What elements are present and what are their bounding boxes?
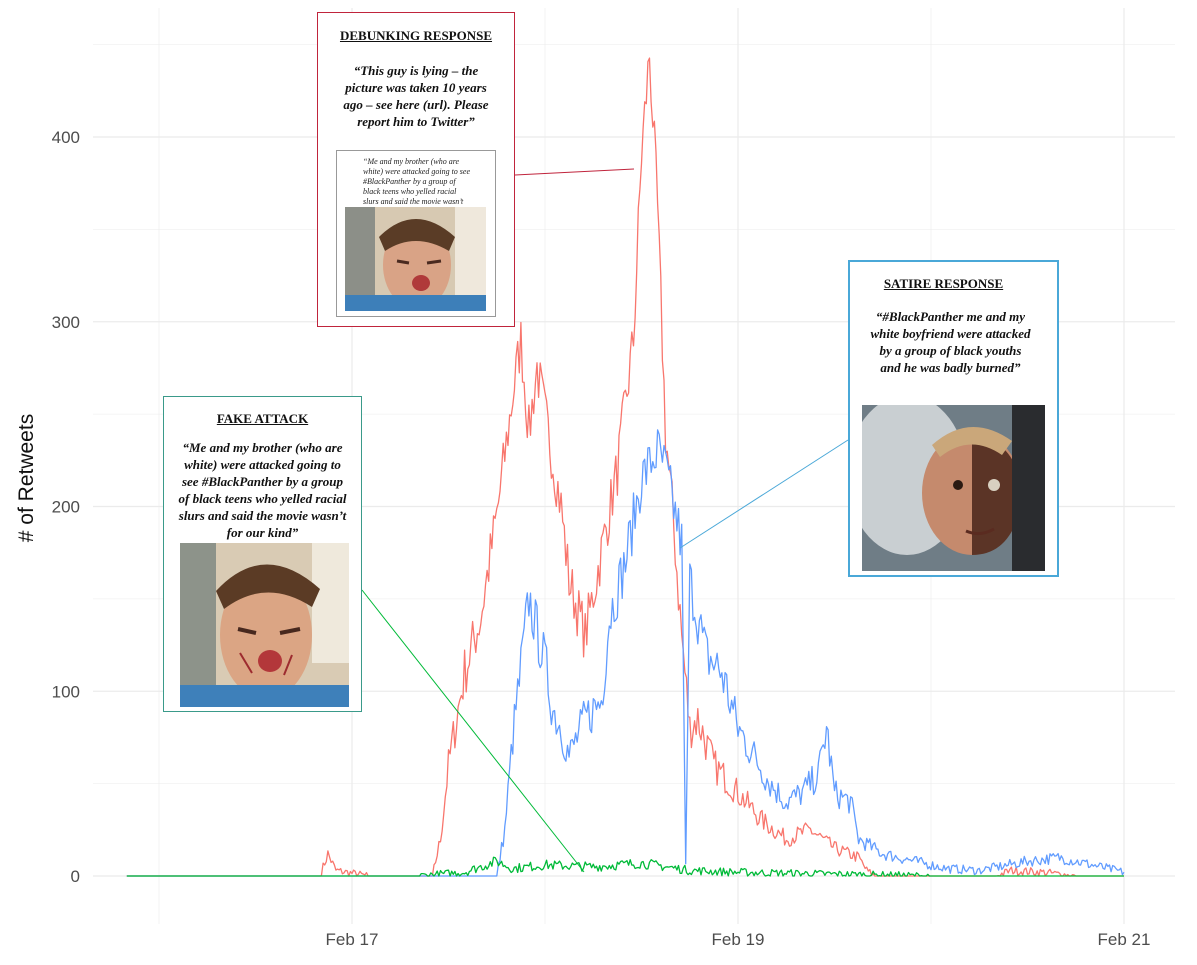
satire-quote: “#BlackPanther me and my white boyfriend… [870, 309, 1031, 375]
victim-photo-image [180, 543, 349, 707]
series-line-3 [126, 856, 1124, 877]
y-tick-label: 100 [52, 682, 80, 701]
burned-man-image [862, 405, 1045, 571]
fake-attack-connector [361, 589, 585, 873]
debunking-response-box: DEBUNKING RESPONSE “This guy is lying – … [317, 12, 515, 327]
debunk-connector [514, 168, 635, 176]
fake-attack-quote: “Me and my brother (who are white) were … [178, 440, 347, 540]
x-tick-label: Feb 21 [1098, 930, 1151, 949]
x-tick-label: Feb 19 [712, 930, 765, 949]
fake-attack-title: FAKE ATTACK [216, 411, 309, 426]
y-tick-label: 0 [71, 867, 80, 886]
y-axis-title: # of Retweets [15, 414, 38, 542]
satire-response-box: SATIRE RESPONSE “#BlackPanther me and my… [848, 260, 1059, 577]
victim-photo [180, 543, 349, 707]
series-lines [126, 57, 1125, 877]
satire-connector [679, 439, 849, 549]
y-tick-label: 200 [52, 498, 80, 517]
debunking-title: DEBUNKING RESPONSE [339, 28, 493, 43]
debunking-quote: “This guy is lying – the picture was tak… [343, 63, 489, 129]
victim-photo-small-image [345, 207, 486, 311]
y-tick-label: 400 [52, 128, 80, 147]
satire-title: SATIRE RESPONSE [883, 276, 1004, 291]
victim-photo-small [345, 207, 486, 311]
tweet-screenshot: “Me and my brother (who are white) were … [336, 150, 496, 317]
fake-attack-box: FAKE ATTACK “Me and my brother (who are … [163, 396, 362, 712]
annotation-connectors [361, 168, 849, 873]
x-tick-label: Feb 17 [326, 930, 379, 949]
x-axis-ticks: Feb 17 Feb 19 Feb 21 [326, 930, 1151, 949]
y-tick-label: 300 [52, 313, 80, 332]
burned-man-photo [862, 405, 1045, 571]
y-axis-ticks: 0 100 200 300 400 [52, 128, 80, 886]
